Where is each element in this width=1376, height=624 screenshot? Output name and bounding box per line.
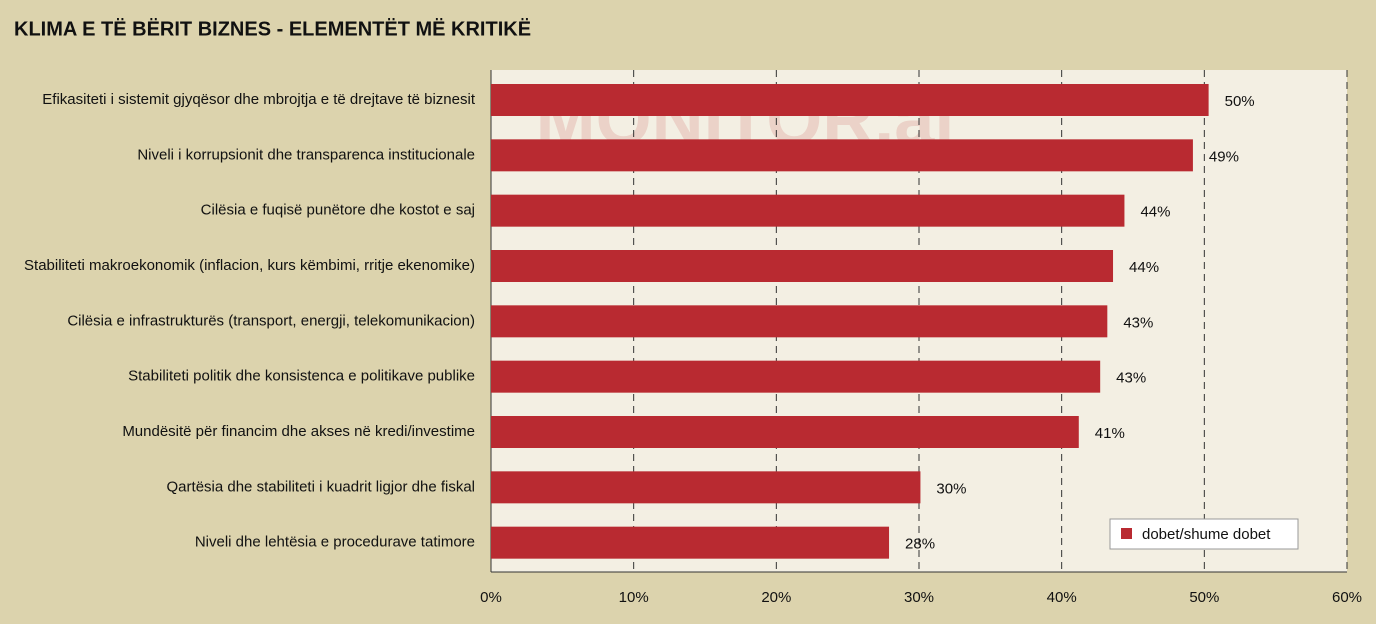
bar — [491, 84, 1209, 116]
y-tick-label: Stabiliteti makroekonomik (inflacion, ku… — [24, 257, 475, 274]
y-tick-label: Stabiliteti politik dhe konsistenca e po… — [128, 368, 475, 385]
bar — [491, 416, 1079, 448]
bar — [491, 139, 1193, 172]
x-tick-label: 60% — [1332, 589, 1362, 606]
legend-label: dobet/shume dobet — [1142, 526, 1271, 543]
legend-swatch — [1121, 528, 1132, 539]
x-tick-label: 50% — [1189, 589, 1219, 606]
bar — [491, 305, 1108, 338]
x-tick-label: 20% — [761, 589, 791, 606]
value-label: 43% — [1123, 314, 1153, 331]
bar — [491, 526, 890, 559]
y-tick-label: Cilësia e infrastrukturës (transport, en… — [67, 312, 475, 329]
value-label: 30% — [936, 480, 966, 497]
value-label: 44% — [1140, 204, 1170, 221]
x-tick-label: 0% — [480, 589, 502, 606]
chart-title: KLIMA E TË BËRIT BIZNES - ELEMENTËT MË K… — [14, 17, 531, 40]
value-label: 49% — [1209, 148, 1239, 165]
bar — [491, 194, 1125, 227]
y-tick-label: Niveli i korrupsionit dhe transparenca i… — [137, 146, 475, 163]
y-tick-label: Niveli dhe lehtësia e procedurave tatimo… — [195, 534, 475, 551]
y-tick-label: Qartësia dhe stabiliteti i kuadrit ligjo… — [167, 478, 475, 495]
y-tick-label: Cilësia e fuqisë punëtore dhe kostot e s… — [201, 202, 475, 219]
bar — [491, 471, 921, 504]
bar — [491, 360, 1101, 393]
y-tick-label: Efikasiteti i sistemit gjyqësor dhe mbro… — [42, 91, 476, 108]
value-label: 50% — [1225, 93, 1255, 110]
x-tick-label: 30% — [904, 589, 934, 606]
x-tick-label: 40% — [1047, 589, 1077, 606]
bar — [491, 250, 1114, 282]
value-label: 41% — [1095, 425, 1125, 442]
legend-box — [1109, 518, 1299, 550]
value-label: 44% — [1129, 259, 1159, 276]
value-label: 28% — [905, 536, 935, 553]
y-tick-label: Mundësitë për financim dhe akses në kred… — [122, 423, 475, 440]
value-label: 43% — [1116, 370, 1146, 387]
x-tick-label: 10% — [619, 589, 649, 606]
